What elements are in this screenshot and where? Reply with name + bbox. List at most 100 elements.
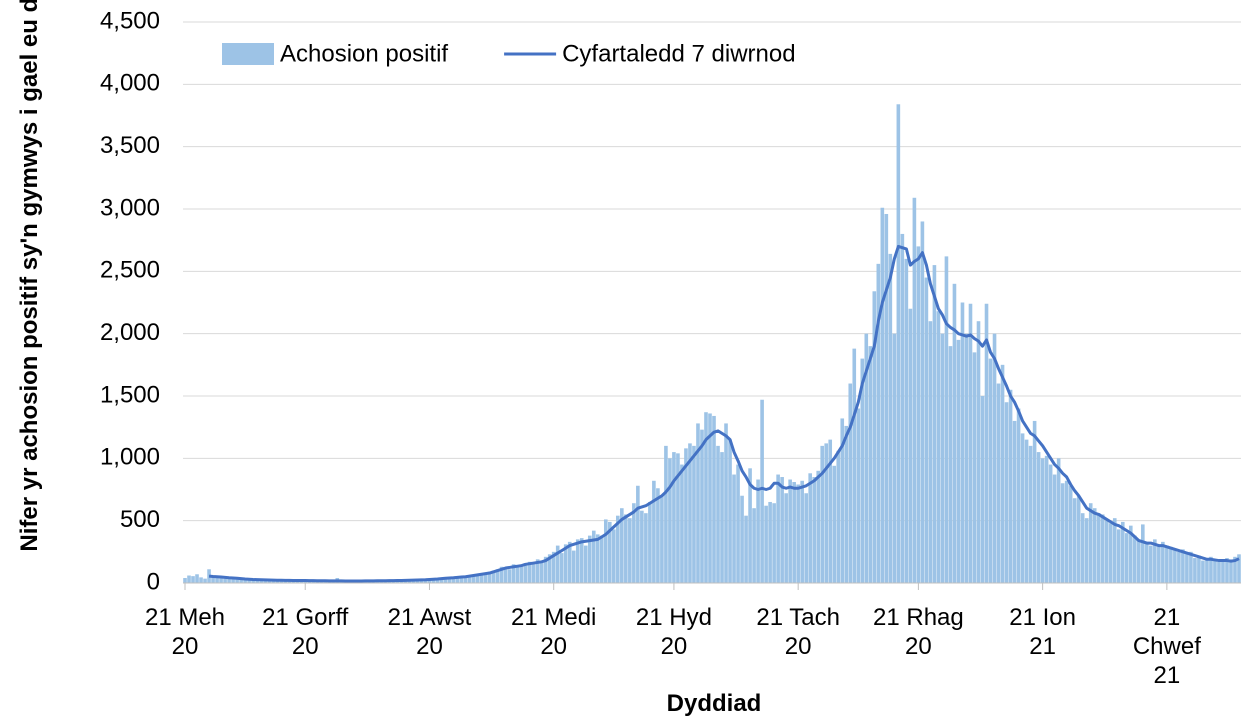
bar <box>1104 520 1109 583</box>
bar <box>864 333 869 583</box>
bar <box>872 291 877 583</box>
bar <box>1100 514 1105 583</box>
bar <box>852 348 857 583</box>
bar <box>1169 546 1173 583</box>
bar <box>676 453 680 583</box>
bar <box>1205 558 1209 583</box>
bar <box>1124 533 1129 583</box>
bar <box>660 495 664 583</box>
bar <box>207 569 211 583</box>
bar <box>684 448 688 583</box>
bar <box>1076 495 1081 583</box>
bar <box>463 577 468 583</box>
bar <box>952 283 957 583</box>
bar <box>1048 464 1053 583</box>
bar <box>840 418 845 583</box>
bar <box>848 383 853 583</box>
bar <box>904 258 909 583</box>
bar <box>868 346 873 583</box>
bar <box>267 580 271 583</box>
bar <box>736 464 740 583</box>
bar <box>219 578 223 583</box>
bar <box>535 559 540 583</box>
bar <box>1116 529 1121 583</box>
bar <box>579 538 584 583</box>
y-tick-label: 3,500 <box>100 132 160 159</box>
bar <box>539 563 544 583</box>
y-tick-label: 4,500 <box>100 7 160 34</box>
bar <box>668 458 672 583</box>
y-tick-label: 4,000 <box>100 70 160 97</box>
bar <box>968 303 973 583</box>
y-tick-label: 3,000 <box>100 194 160 221</box>
bar <box>567 541 572 583</box>
bar <box>828 439 833 583</box>
bar <box>980 396 985 583</box>
bar <box>1177 551 1181 583</box>
bar <box>527 561 532 583</box>
y-tick-label: 2,500 <box>100 257 160 284</box>
bar <box>612 529 616 583</box>
bar <box>447 577 452 583</box>
bar <box>531 564 536 583</box>
bar <box>776 474 780 583</box>
bar <box>760 399 764 583</box>
bar <box>628 518 632 583</box>
bar <box>780 477 784 583</box>
legend-label: Achosion positif <box>280 40 448 67</box>
bar <box>1004 402 1009 583</box>
bar <box>483 574 488 583</box>
bar <box>1080 513 1085 583</box>
bar <box>563 544 568 583</box>
x-tick-label: 21 Rhag 20 <box>873 604 964 660</box>
x-axis-title: Dyddiad <box>666 690 762 717</box>
bar <box>812 477 816 583</box>
bar <box>491 570 496 583</box>
y-tick-label: 0 <box>147 568 160 595</box>
bar <box>784 493 788 583</box>
bar <box>595 534 600 583</box>
bar <box>1024 439 1029 583</box>
bar <box>439 578 444 583</box>
bar <box>419 579 424 583</box>
bar <box>495 569 500 583</box>
bar <box>920 221 925 583</box>
x-tick-label: 21 Tach 20 <box>756 604 840 660</box>
bar <box>599 535 604 583</box>
bar <box>259 579 263 583</box>
bar <box>1221 560 1225 583</box>
bar <box>900 233 905 583</box>
bar <box>936 311 941 583</box>
bar <box>547 554 552 583</box>
bar <box>832 465 837 583</box>
bar <box>575 539 580 583</box>
bar <box>616 515 620 583</box>
bar <box>648 501 652 583</box>
bar <box>1165 545 1169 583</box>
bar <box>620 508 624 583</box>
bar <box>215 575 219 583</box>
bar <box>1181 549 1185 583</box>
bar <box>724 423 728 583</box>
bar <box>475 574 480 583</box>
bar <box>916 246 921 583</box>
bar <box>515 565 520 583</box>
legend-item: Cyfartaledd 7 diwrnod <box>504 40 796 67</box>
bar <box>708 413 712 583</box>
bar <box>183 578 187 583</box>
bar <box>888 253 893 583</box>
bar <box>1064 480 1069 583</box>
bar <box>431 579 436 583</box>
bar <box>924 277 929 583</box>
bar <box>1157 544 1161 583</box>
bar <box>1229 559 1233 583</box>
bar <box>247 579 251 583</box>
bar <box>976 321 981 583</box>
bar <box>764 505 768 583</box>
bar <box>239 578 243 583</box>
y-tick-label: 1,500 <box>100 381 160 408</box>
bar <box>652 480 656 583</box>
x-tick-label: 21 Medi 20 <box>510 604 597 660</box>
